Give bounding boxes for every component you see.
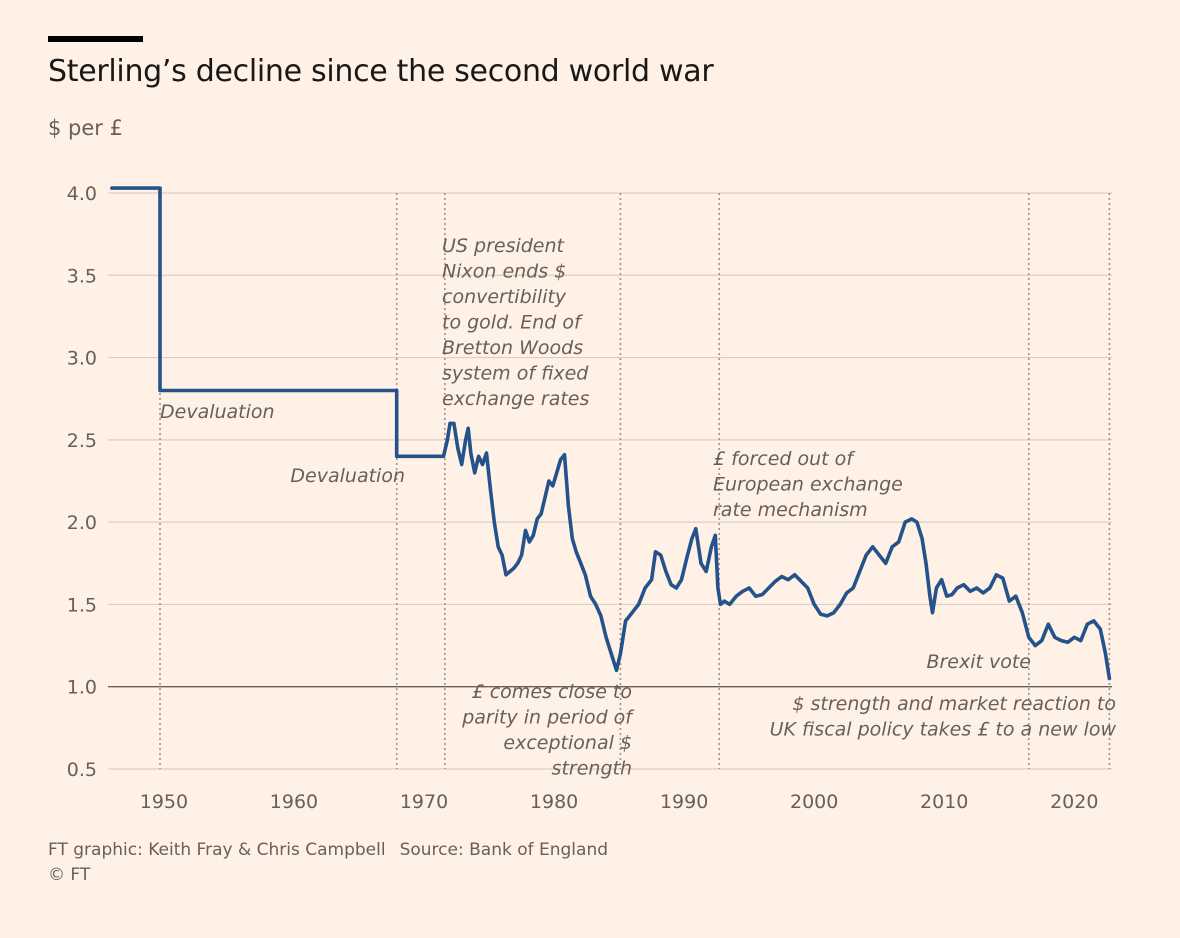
- annotation-line: Devaluation: [290, 465, 405, 487]
- annotation-line: rate mechanism: [713, 499, 868, 521]
- x-tick-label: 1970: [400, 791, 448, 813]
- top-rule: [48, 36, 143, 42]
- annotation-line: £ forced out of: [713, 448, 856, 470]
- series-line-gbp-usd: [110, 186, 1112, 681]
- annotation-line: UK fiscal policy takes £ to a new low: [770, 719, 1117, 741]
- x-tick-label: 2010: [920, 791, 968, 813]
- credit-text: FT graphic: Keith Fray & Chris Campbell: [48, 840, 386, 860]
- annotation-line: exceptional $: [503, 732, 632, 754]
- x-tick-label: 1950: [140, 791, 188, 813]
- x-tick-label: 1960: [270, 791, 318, 813]
- annotation-devaluation-1949: Devaluation: [160, 401, 275, 423]
- x-tick-label: 1980: [530, 791, 578, 813]
- annotation-line: $ strength and market reaction to: [792, 693, 1116, 715]
- annotation-line: convertibility: [442, 286, 567, 308]
- annotation-line: parity in period of: [461, 707, 635, 729]
- x-tick-label: 2020: [1050, 791, 1098, 813]
- annotation-line: Brexit vote: [926, 651, 1031, 673]
- footer-credit-line: FT graphic: Keith Fray & Chris Campbell S…: [48, 840, 608, 860]
- x-tick-label: 2000: [790, 791, 838, 813]
- chart-title: Sterling’s decline since the second worl…: [48, 54, 714, 89]
- source-text: Source: Bank of England: [399, 840, 609, 860]
- annotation-line: Nixon ends $: [442, 261, 566, 283]
- annotation-brexit-vote: Brexit vote: [926, 651, 1031, 673]
- annotation-parity-1985: £ comes close to parity in period of excep…: [461, 681, 635, 780]
- annotation-new-low-2022: $ strength and market reaction to UK fisc…: [770, 693, 1117, 741]
- annotation-line: Bretton Woods: [442, 337, 583, 359]
- y-tick-label: 0.5: [67, 759, 97, 781]
- annotation-line: Devaluation: [160, 401, 275, 423]
- series-layer: [110, 186, 1112, 681]
- annotation-line: European exchange: [713, 474, 903, 496]
- y-tick-label: 4.0: [67, 183, 97, 205]
- axis-ticks: 0.5 1.0 1.5 2.0 2.5 3.0 3.5 4.0 1950 1960 1970 1980…: [67, 183, 1099, 813]
- y-tick-label: 1.5: [67, 594, 97, 616]
- annotation-line: US president: [442, 235, 566, 257]
- y-tick-label: 3.5: [67, 265, 97, 287]
- y-tick-label: 2.0: [67, 512, 97, 534]
- annotation-line: £ comes close to: [472, 681, 632, 703]
- unit-label: $ per £: [48, 116, 123, 140]
- annotation-line: to gold. End of: [442, 312, 584, 334]
- x-tick-label: 1990: [660, 791, 708, 813]
- annotation-erm-exit: £ forced out of European exchange rate mec…: [713, 448, 903, 521]
- annotation-line: strength: [552, 758, 632, 780]
- annotation-devaluation-1967: Devaluation: [290, 465, 405, 487]
- annotation-line: system of fixed: [442, 363, 589, 385]
- annotation-line: exchange rates: [442, 388, 589, 410]
- copyright-text: © FT: [48, 865, 91, 885]
- y-tick-label: 1.0: [67, 677, 97, 699]
- annotations: Devaluation Devaluation US president Nixo…: [160, 235, 1116, 780]
- annotation-nixon: US president Nixon ends $ convertibility to…: [442, 235, 589, 410]
- y-tick-label: 3.0: [67, 348, 97, 370]
- grid-lines: [108, 192, 1112, 770]
- y-tick-label: 2.5: [67, 430, 97, 452]
